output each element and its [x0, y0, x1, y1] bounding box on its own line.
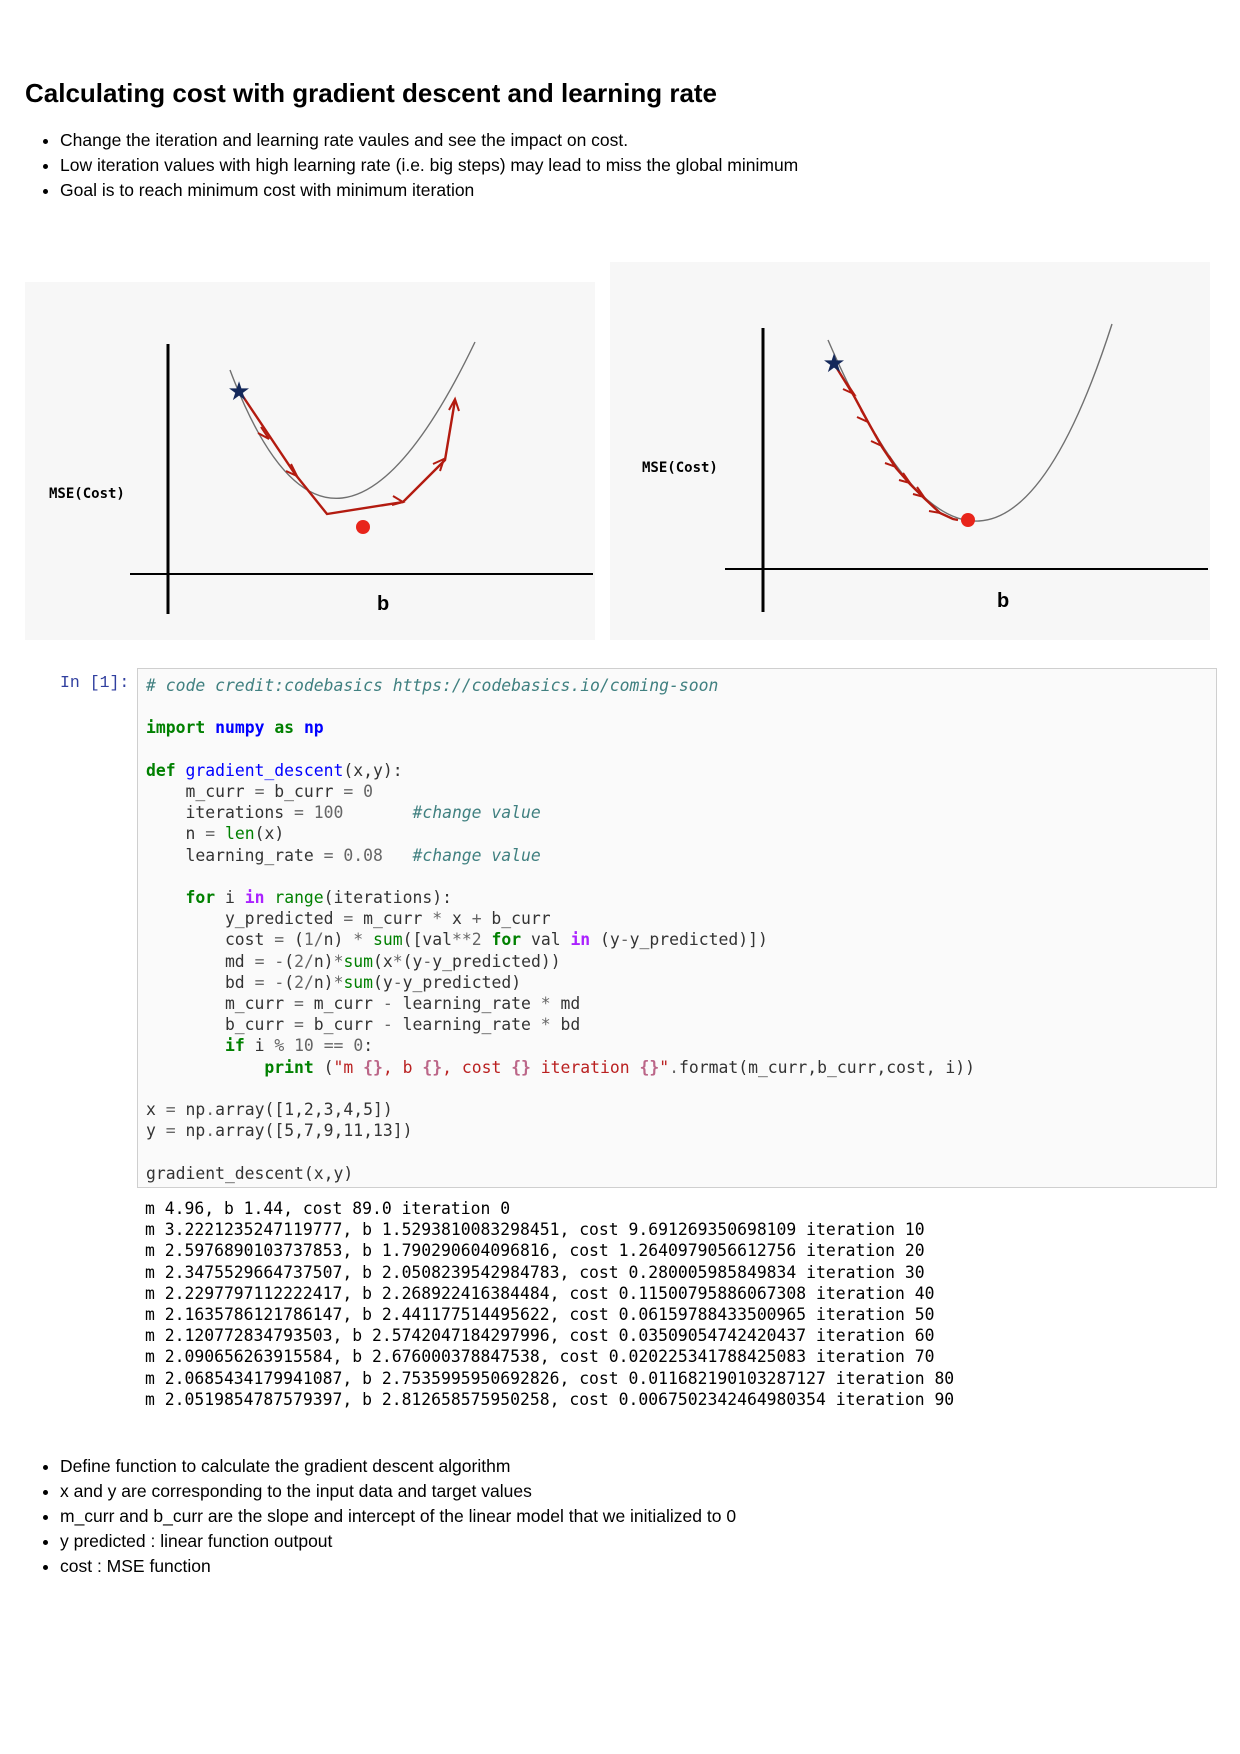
arrow-head [870, 433, 885, 449]
output-line: m 2.0519854787579397, b 2.81265857595025… [145, 1389, 955, 1409]
descent-path [831, 361, 959, 522]
arrow-head [928, 504, 943, 515]
arrow-head [257, 426, 270, 440]
cost-curve [229, 341, 476, 500]
list-item: Change the iteration and learning rate v… [60, 128, 798, 153]
list-item: cost : MSE function [60, 1554, 736, 1579]
intro-bullet-list: Change the iteration and learning rate v… [32, 128, 798, 203]
y-axis-label: MSE(Cost) [49, 486, 125, 502]
output-line: m 2.3475529664737507, b 2.05082395429847… [145, 1262, 925, 1282]
output-line: m 2.1635786121786147, b 2.44117751449562… [145, 1305, 935, 1325]
output-line: m 4.96, b 1.44, cost 89.0 iteration 0 [145, 1199, 511, 1218]
code-comment: # code credit:codebasics https://codebas… [146, 676, 719, 695]
arrow-head [842, 381, 857, 397]
output-line: m 2.120772834793503, b 2.574204718429799… [145, 1326, 935, 1346]
figure-large-steps: ★ MSE(Cost) b [25, 282, 595, 640]
cost-curve-small-steps: ★ MSE(Cost) b [642, 323, 1208, 612]
arrow-head [448, 396, 460, 412]
output-line: m 2.0685434179941087, b 2.75359959506928… [145, 1368, 955, 1388]
output-line: m 2.090656263915584, b 2.676000378847538… [145, 1347, 935, 1367]
cost-curve [827, 323, 1113, 522]
minimum-dot [961, 513, 975, 527]
code-cell[interactable]: # code credit:codebasics https://codebas… [137, 668, 1217, 1188]
arrow-head [285, 463, 300, 479]
learning-rate-value[interactable]: 0.08 [343, 845, 383, 865]
outro-bullet-list: Define function to calculate the gradien… [32, 1454, 736, 1579]
list-item: y predicted : linear function outpout [60, 1529, 736, 1554]
arrow-head [912, 486, 927, 499]
x-axis-label: b [997, 590, 1009, 612]
list-item: Goal is to reach minimum cost with minim… [60, 178, 798, 203]
list-item: x and y are corresponding to the input d… [60, 1479, 736, 1504]
minimum-dot [356, 520, 370, 534]
arrow-head [898, 472, 913, 485]
code-editor[interactable]: # code credit:codebasics https://codebas… [146, 676, 976, 1183]
x-axis-label: b [377, 593, 389, 615]
output-line: m 3.2221235247119777, b 1.52938100832984… [145, 1220, 925, 1240]
gradient-descent-figures: ★ MSE(Cost) b ★ MSE(Cost) b [25, 262, 1210, 640]
page-title: Calculating cost with gradient descent a… [25, 78, 718, 108]
y-axis-label: MSE(Cost) [642, 460, 718, 476]
start-star-icon: ★ [227, 376, 250, 406]
list-item: Low iteration values with high learning … [60, 153, 798, 178]
output-line: m 2.2297797112222417, b 2.26892241638448… [145, 1283, 935, 1303]
cell-prompt: In [1]: [60, 673, 130, 692]
start-star-icon: ★ [822, 348, 845, 378]
arrow-head [856, 409, 871, 425]
arrow-head [391, 495, 406, 506]
arrow-head [432, 457, 446, 472]
x-array: [1,2,3,4,5] [274, 1100, 383, 1120]
figure-small-steps: ★ MSE(Cost) b [610, 262, 1210, 640]
y-array: [5,7,9,11,13] [274, 1121, 403, 1141]
iterations-value[interactable]: 100 [313, 803, 344, 823]
output-line: m 2.5976890103737853, b 1.79029060409681… [145, 1241, 925, 1261]
descent-path [239, 391, 457, 516]
cell-output: m 4.96, b 1.44, cost 89.0 iteration 0 m … [145, 1198, 954, 1410]
cost-curve-large-steps: ★ MSE(Cost) b [49, 341, 593, 615]
arrow-head [884, 455, 899, 469]
list-item: Define function to calculate the gradien… [60, 1454, 736, 1479]
list-item: m_curr and b_curr are the slope and inte… [60, 1504, 736, 1529]
